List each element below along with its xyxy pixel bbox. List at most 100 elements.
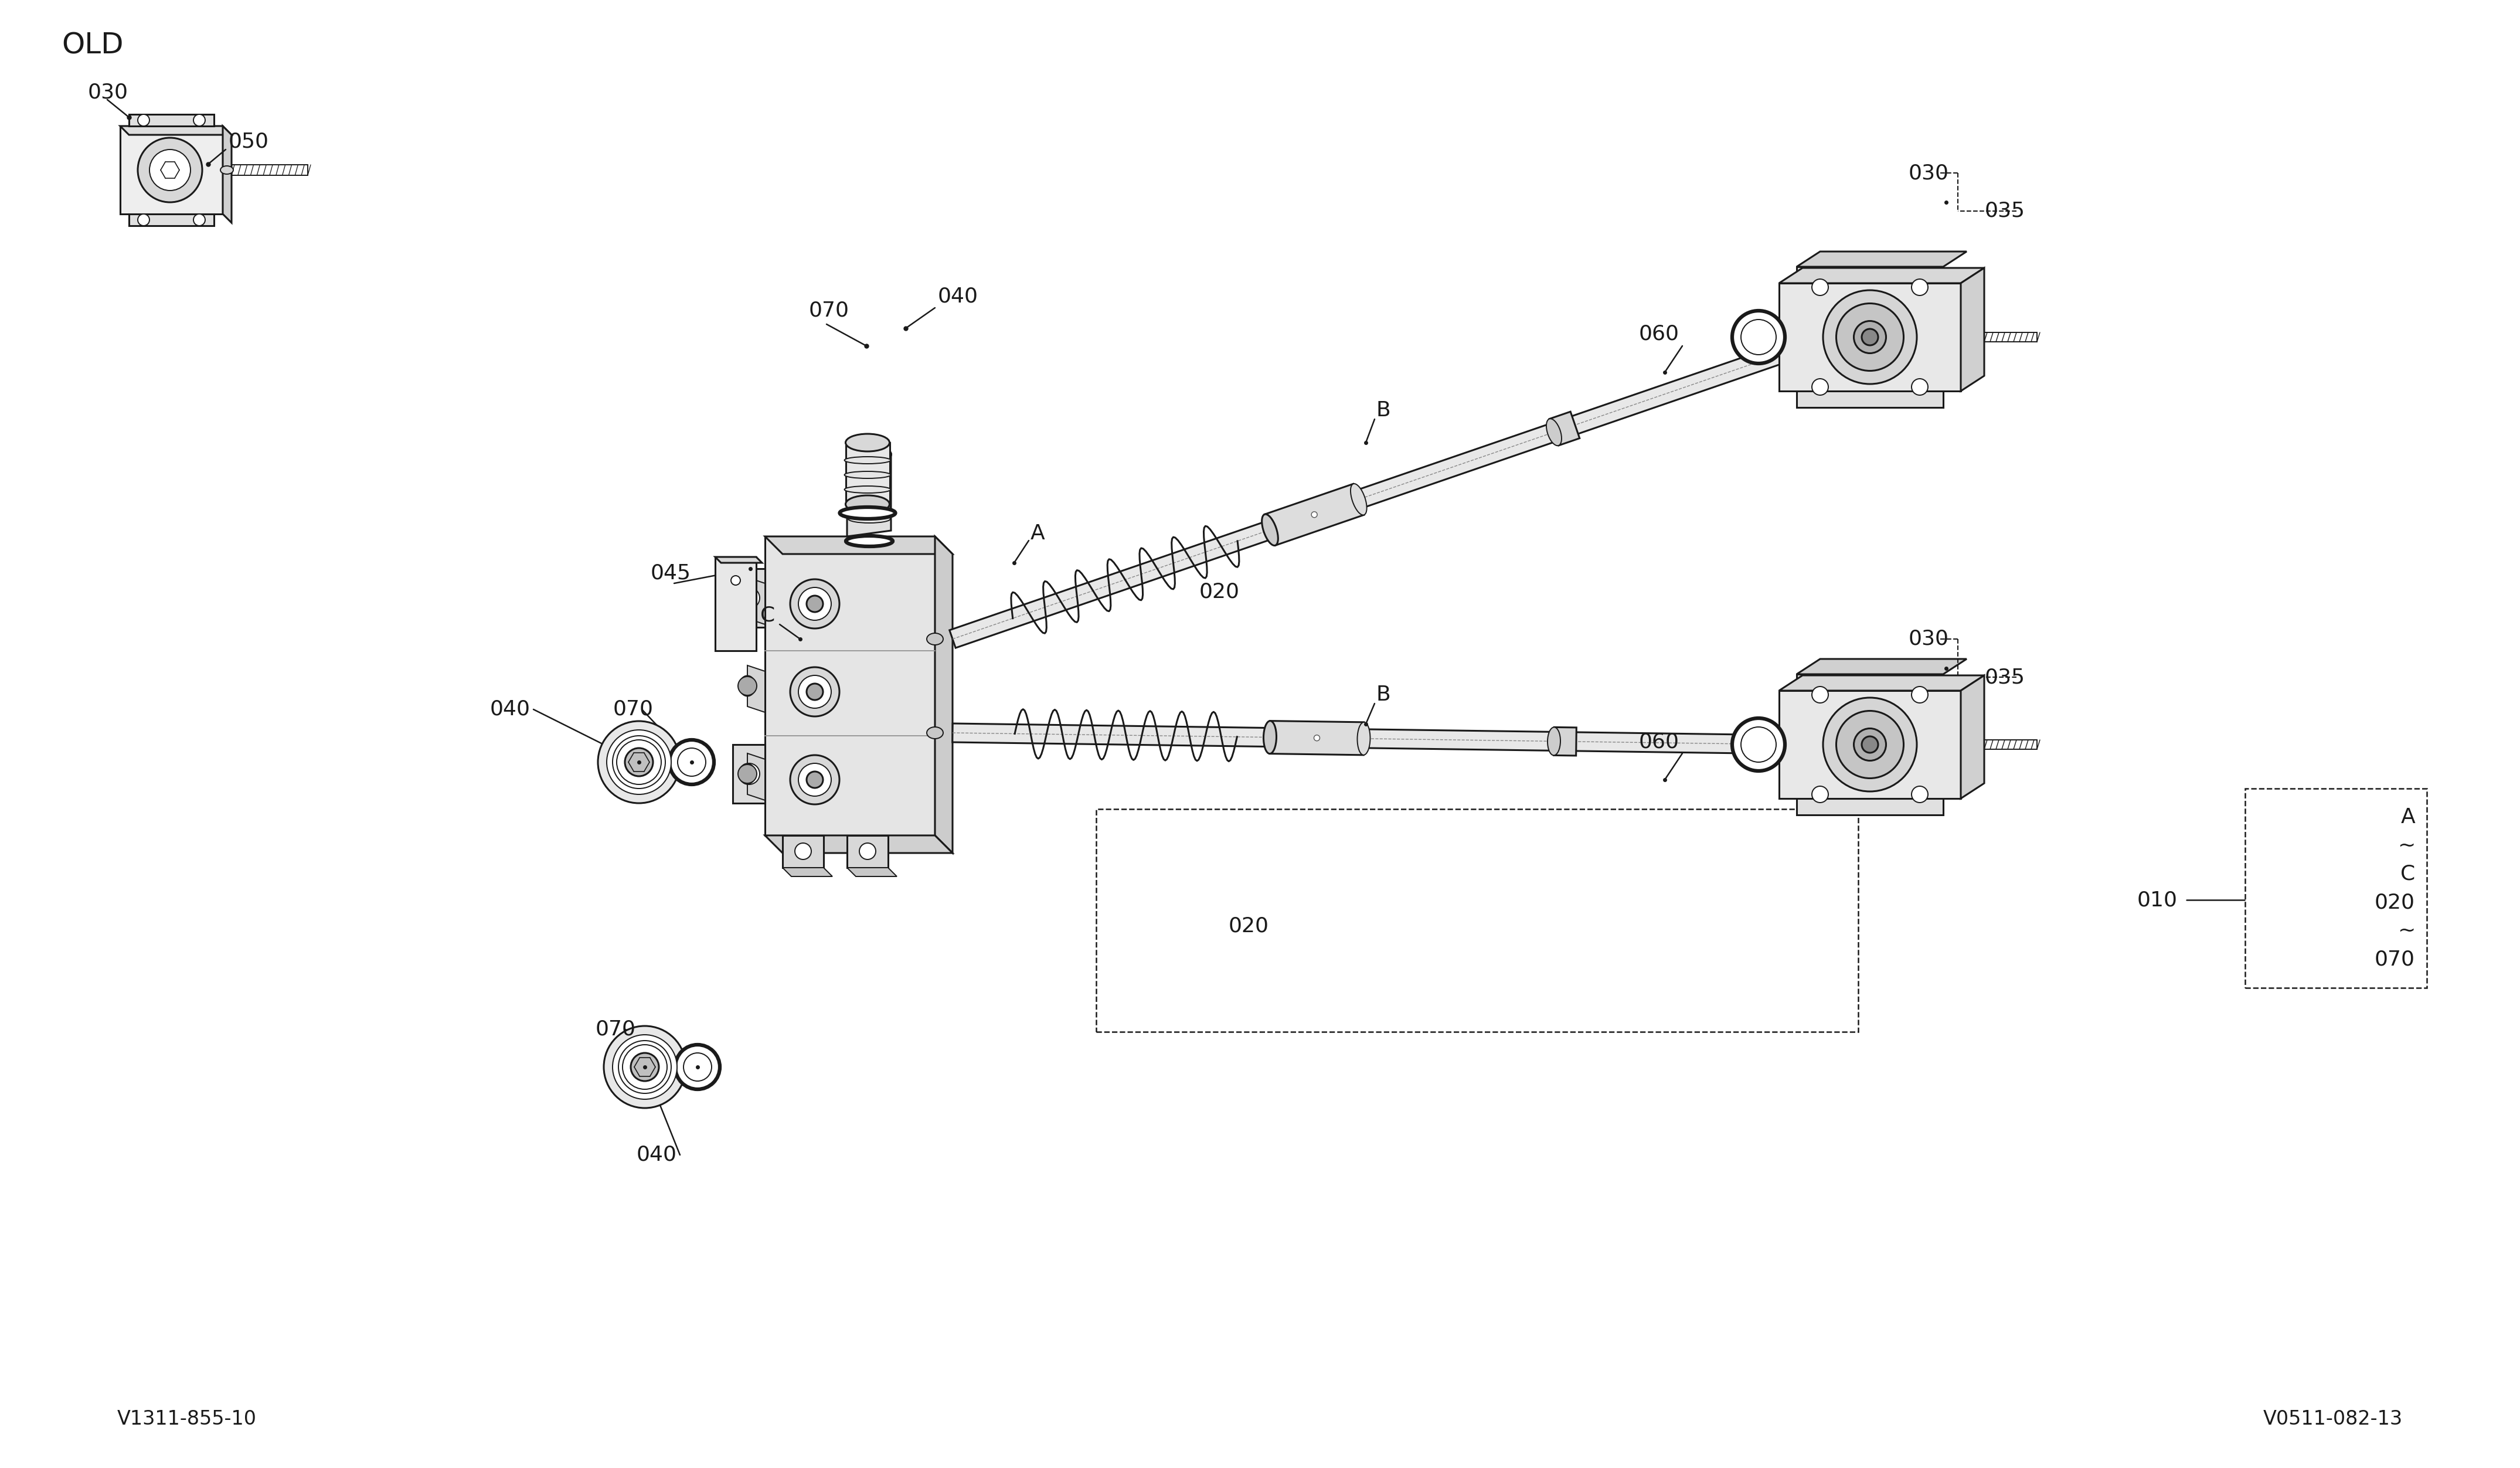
Polygon shape <box>748 753 766 800</box>
Text: 070: 070 <box>809 301 849 320</box>
Polygon shape <box>1779 675 1983 690</box>
Ellipse shape <box>1822 697 1918 791</box>
Circle shape <box>794 843 811 859</box>
Circle shape <box>607 730 670 794</box>
Text: B: B <box>1376 401 1391 420</box>
Text: 020: 020 <box>1227 916 1268 937</box>
Text: 040: 040 <box>489 699 529 719</box>
Ellipse shape <box>847 536 892 546</box>
Circle shape <box>139 115 149 126</box>
Text: 030: 030 <box>1908 630 1948 649</box>
Text: 070: 070 <box>595 1019 635 1039</box>
Circle shape <box>675 1045 721 1089</box>
Ellipse shape <box>738 763 756 784</box>
Text: 040: 040 <box>937 286 978 305</box>
Ellipse shape <box>738 587 756 608</box>
Circle shape <box>617 1041 670 1094</box>
Polygon shape <box>1961 675 1983 799</box>
Ellipse shape <box>1862 329 1877 345</box>
Ellipse shape <box>847 435 890 452</box>
Circle shape <box>1313 735 1320 741</box>
Circle shape <box>625 749 653 777</box>
Circle shape <box>1913 279 1928 295</box>
Polygon shape <box>1779 269 1983 283</box>
Circle shape <box>738 587 759 609</box>
Ellipse shape <box>738 675 756 696</box>
Ellipse shape <box>927 727 942 738</box>
Circle shape <box>622 1045 668 1089</box>
Circle shape <box>678 749 706 777</box>
Polygon shape <box>1797 674 1943 815</box>
Polygon shape <box>847 455 892 536</box>
Text: OLD: OLD <box>60 32 123 60</box>
Circle shape <box>799 587 832 621</box>
Polygon shape <box>129 115 214 126</box>
Ellipse shape <box>1547 418 1562 446</box>
Ellipse shape <box>857 449 882 459</box>
Circle shape <box>139 138 202 203</box>
Polygon shape <box>784 835 824 868</box>
Text: 020: 020 <box>2374 893 2414 913</box>
Circle shape <box>859 843 877 859</box>
Polygon shape <box>733 568 766 627</box>
Circle shape <box>670 740 713 784</box>
Circle shape <box>1913 787 1928 803</box>
Polygon shape <box>129 214 214 226</box>
Circle shape <box>194 214 204 226</box>
Ellipse shape <box>1351 483 1366 515</box>
Text: V1311-855-10: V1311-855-10 <box>118 1409 257 1428</box>
Text: 030: 030 <box>88 82 129 101</box>
Circle shape <box>149 150 192 191</box>
Text: 020: 020 <box>1200 583 1240 602</box>
Text: 040: 040 <box>638 1145 678 1166</box>
Ellipse shape <box>849 492 890 499</box>
Ellipse shape <box>844 471 890 479</box>
Ellipse shape <box>1837 304 1903 371</box>
Circle shape <box>1812 279 1830 295</box>
Circle shape <box>612 1035 678 1100</box>
Ellipse shape <box>849 504 890 511</box>
Ellipse shape <box>844 486 890 493</box>
Polygon shape <box>121 126 232 135</box>
Ellipse shape <box>847 446 892 462</box>
Ellipse shape <box>849 515 890 523</box>
Ellipse shape <box>1358 722 1371 755</box>
Ellipse shape <box>1862 737 1877 753</box>
Circle shape <box>139 214 149 226</box>
Text: 050: 050 <box>229 132 270 151</box>
Circle shape <box>612 735 665 788</box>
Circle shape <box>605 1026 685 1108</box>
Text: ~: ~ <box>2397 835 2414 856</box>
Polygon shape <box>847 835 887 868</box>
Ellipse shape <box>927 633 942 644</box>
Text: 070: 070 <box>612 699 653 719</box>
Ellipse shape <box>1837 711 1903 778</box>
Polygon shape <box>935 536 953 853</box>
Circle shape <box>1913 687 1928 703</box>
Circle shape <box>617 740 660 784</box>
Text: C: C <box>2399 865 2414 884</box>
Ellipse shape <box>1855 728 1885 760</box>
Polygon shape <box>121 126 222 214</box>
Polygon shape <box>748 665 766 712</box>
Polygon shape <box>1265 484 1363 546</box>
Circle shape <box>1741 727 1777 762</box>
Circle shape <box>597 721 680 803</box>
Circle shape <box>806 772 824 788</box>
Circle shape <box>194 115 204 126</box>
Circle shape <box>738 763 759 784</box>
Circle shape <box>791 755 839 804</box>
Ellipse shape <box>219 166 234 175</box>
Circle shape <box>1812 687 1830 703</box>
Text: V0511-082-13: V0511-082-13 <box>2263 1409 2402 1428</box>
Ellipse shape <box>1263 721 1278 753</box>
Ellipse shape <box>844 457 890 464</box>
Text: A: A <box>2402 807 2414 826</box>
Circle shape <box>738 589 756 608</box>
Polygon shape <box>748 577 766 624</box>
Polygon shape <box>1550 411 1580 445</box>
Ellipse shape <box>849 480 890 487</box>
Circle shape <box>630 1053 658 1080</box>
Circle shape <box>806 596 824 612</box>
Circle shape <box>738 677 756 696</box>
